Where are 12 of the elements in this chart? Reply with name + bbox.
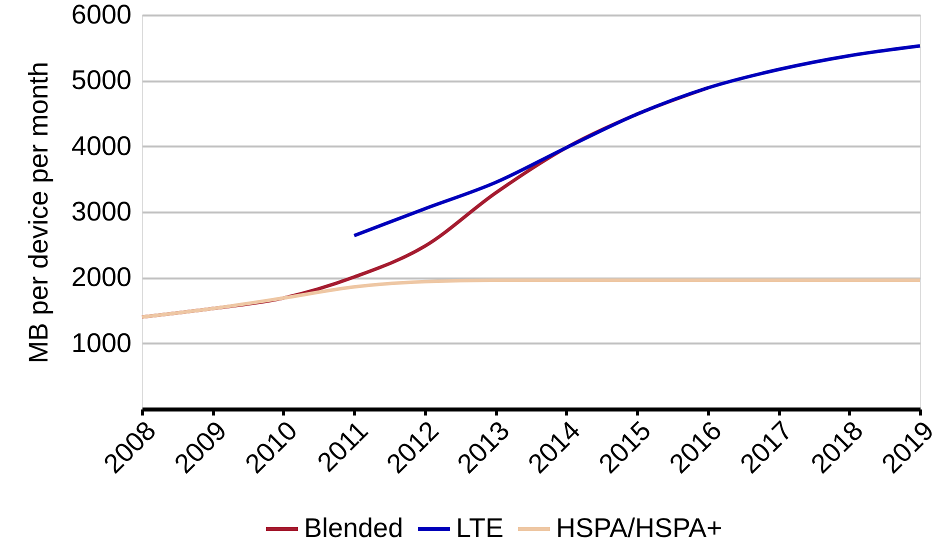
y-tick-label: 5000 [71, 65, 132, 96]
line-series [140, 278, 922, 319]
y-tick-label: 2000 [71, 262, 132, 292]
y-tick-label: 3000 [71, 196, 132, 226]
y-axis-title: MB per device per month [23, 62, 54, 364]
legend-label: LTE [456, 513, 504, 539]
legend-label: Blended [304, 513, 404, 539]
y-tick-label: 1000 [71, 328, 132, 358]
y-tick-label: 4000 [71, 130, 132, 161]
y-tick-label: 6000 [71, 0, 132, 30]
legend-label: HSPA/HSPA+ [556, 513, 722, 539]
line-series [352, 44, 922, 238]
